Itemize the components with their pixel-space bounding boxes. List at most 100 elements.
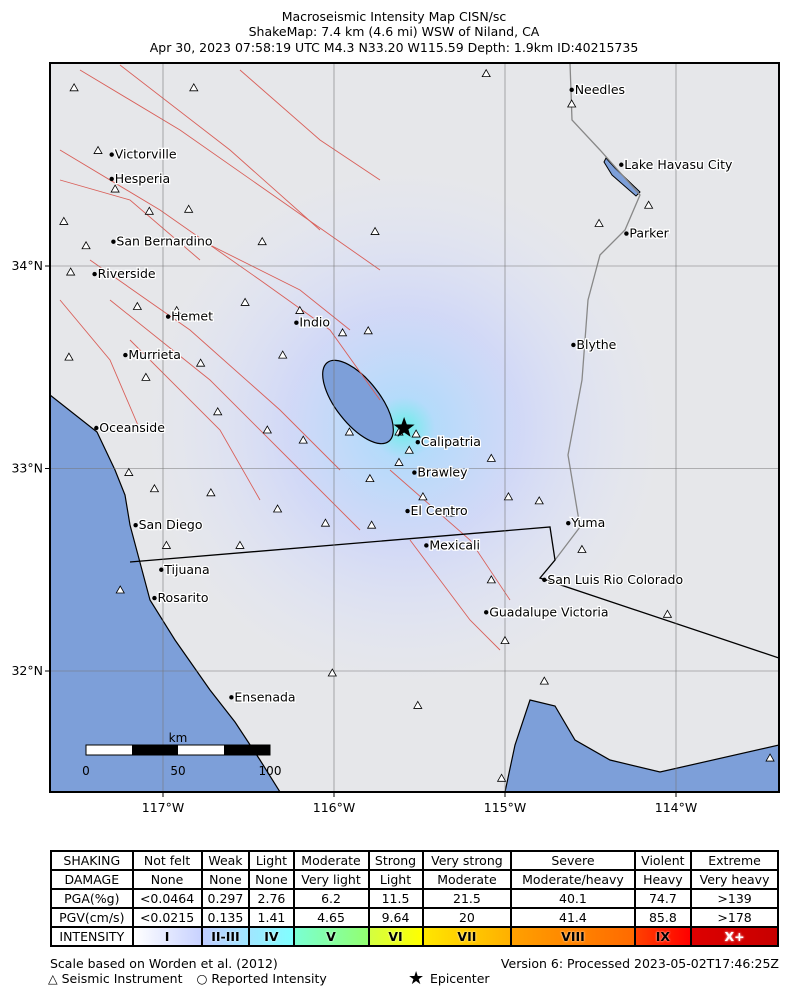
seismic-station-icon[interactable] <box>171 305 182 314</box>
seismic-station-icon[interactable] <box>365 473 375 483</box>
seismic-station-icon[interactable] <box>235 540 245 549</box>
seismic-station-icon[interactable] <box>213 406 223 416</box>
seismic-station-icon[interactable] <box>93 145 103 154</box>
legend-cell: 9.64 <box>367 907 424 928</box>
seismic-station-icon[interactable] <box>189 82 199 92</box>
seismic-station-icon[interactable] <box>183 204 194 213</box>
legend-cell: Strong <box>367 850 424 871</box>
seismic-station-icon[interactable] <box>394 457 404 466</box>
legend-cell: X+ <box>690 926 779 947</box>
legend-cell: Moderate <box>292 850 370 871</box>
version-info: Version 6: Processed 2023-05-02T17:46:25… <box>500 956 779 971</box>
seismic-station-icon[interactable] <box>132 301 143 310</box>
key-reported: Reported Intensity <box>211 971 327 986</box>
seismic-station-icon[interactable] <box>295 305 305 314</box>
seismic-station-icon[interactable] <box>363 325 373 335</box>
seismic-station-icon[interactable] <box>486 575 497 584</box>
seismic-station-icon[interactable] <box>370 226 380 235</box>
map-title: Macroseismic Intensity Map CISN/sc <box>281 9 507 24</box>
city-marker <box>619 162 624 167</box>
seismic-station-icon[interactable] <box>344 427 355 436</box>
city-label: Hemet <box>171 309 213 324</box>
legend-cell: None <box>131 869 203 890</box>
epicenter-star-icon[interactable] <box>393 417 415 437</box>
seismic-station-icon[interactable] <box>411 429 421 438</box>
seismic-station-icon[interactable] <box>59 216 69 225</box>
seismic-station-icon[interactable] <box>81 240 91 250</box>
salton-sea <box>322 359 394 445</box>
seismic-station-icon[interactable] <box>278 350 288 359</box>
seismic-station-icon[interactable] <box>65 267 76 276</box>
seismic-station-icon[interactable] <box>765 753 775 762</box>
seismic-station-icon[interactable] <box>298 435 308 444</box>
legend-cell: 2.76 <box>248 888 295 909</box>
fault-lines <box>59 64 511 651</box>
seismic-station-icon[interactable] <box>144 206 155 215</box>
city-label: Lake Havasu City <box>624 157 733 172</box>
seismic-station-icon[interactable] <box>503 492 514 501</box>
city-label: San Diego <box>139 517 203 532</box>
seismic-station-icon[interactable] <box>161 540 172 549</box>
legend-cell: 20 <box>421 907 513 928</box>
seismic-station-icon[interactable] <box>69 82 79 92</box>
seismic-station-icon[interactable] <box>567 99 577 108</box>
lon-tick-label: 117°W <box>142 800 184 815</box>
city-label: Yuma <box>570 515 605 530</box>
seismic-station-icon[interactable] <box>195 358 206 367</box>
seismic-station-icon[interactable] <box>643 200 654 209</box>
legend-row: PGV(cm/s) <0.0215 0.135 1.41 4.65 9.64 20 41.4 8… <box>50 907 779 928</box>
seismic-station-icon[interactable] <box>320 518 331 527</box>
seismic-station-icon[interactable] <box>257 236 267 246</box>
city-label: El Centro <box>411 503 468 518</box>
seismic-station-icon[interactable] <box>500 635 510 645</box>
seismic-station-icon[interactable] <box>110 184 120 193</box>
seismic-station-icon[interactable] <box>413 700 423 709</box>
seismic-station-icon[interactable] <box>240 297 250 306</box>
seismic-station-icon[interactable] <box>445 508 455 517</box>
intensity-legend: SHAKING Not felt Weak Light Moderate Strong Ve… <box>50 850 779 947</box>
seismic-station-icon[interactable] <box>496 773 507 782</box>
seismic-station-icon[interactable] <box>115 585 125 594</box>
legend-row: PGA(%g) <0.0464 0.297 2.76 6.2 11.5 21.5 40.1 74… <box>50 888 779 909</box>
seismic-station-icon[interactable] <box>337 328 348 337</box>
seismic-station-icon[interactable] <box>64 352 74 361</box>
city-marker <box>94 425 99 431</box>
legend-cell: 41.4 <box>510 907 636 928</box>
city-marker <box>165 314 171 319</box>
seismic-station-icon[interactable] <box>418 492 428 501</box>
seismic-station-icon[interactable] <box>481 68 491 78</box>
seismic-station-icon[interactable] <box>534 496 544 505</box>
city-label: Hesperia <box>115 171 171 186</box>
scale-label-100: 100 <box>259 764 282 778</box>
seismic-station-icon[interactable] <box>539 676 550 685</box>
city-label: Calipatria <box>421 434 481 449</box>
city-marker <box>294 320 299 325</box>
legend-cell: Very light <box>292 869 370 890</box>
seismic-station-icon[interactable] <box>594 218 604 227</box>
legend-cell: 74.7 <box>633 888 693 909</box>
seismic-station-icon[interactable] <box>486 453 497 462</box>
seismic-station-icon[interactable] <box>262 425 272 434</box>
city-marker <box>109 152 114 157</box>
city-marker <box>92 271 97 277</box>
intensity-map[interactable]: Needles Lake Havasu City Victorville Hesper… <box>0 0 788 840</box>
legend-row-label: INTENSITY <box>50 926 134 947</box>
seismic-station-icon[interactable] <box>327 668 337 677</box>
seismic-station-icon[interactable] <box>141 372 151 381</box>
city-marker <box>483 610 489 615</box>
seismic-station-icon[interactable] <box>404 445 414 454</box>
legend-cell: Moderate <box>421 869 513 890</box>
legend-row-label: PGA(%g) <box>50 888 134 909</box>
seismic-station-icon[interactable] <box>206 487 216 497</box>
seismic-station-icon[interactable] <box>124 467 134 476</box>
legend-row-label: PGV(cm/s) <box>50 907 134 928</box>
city-marker <box>159 567 164 572</box>
lat-tick-label: 32°N <box>11 663 43 678</box>
seismic-station-icon[interactable] <box>577 544 587 553</box>
legend-cell: 85.8 <box>633 907 693 928</box>
seismic-station-icon[interactable] <box>149 483 160 493</box>
seismic-station-icon[interactable] <box>366 520 377 529</box>
seismic-station-icon[interactable] <box>272 504 283 513</box>
seismic-station-icon[interactable] <box>662 609 673 618</box>
